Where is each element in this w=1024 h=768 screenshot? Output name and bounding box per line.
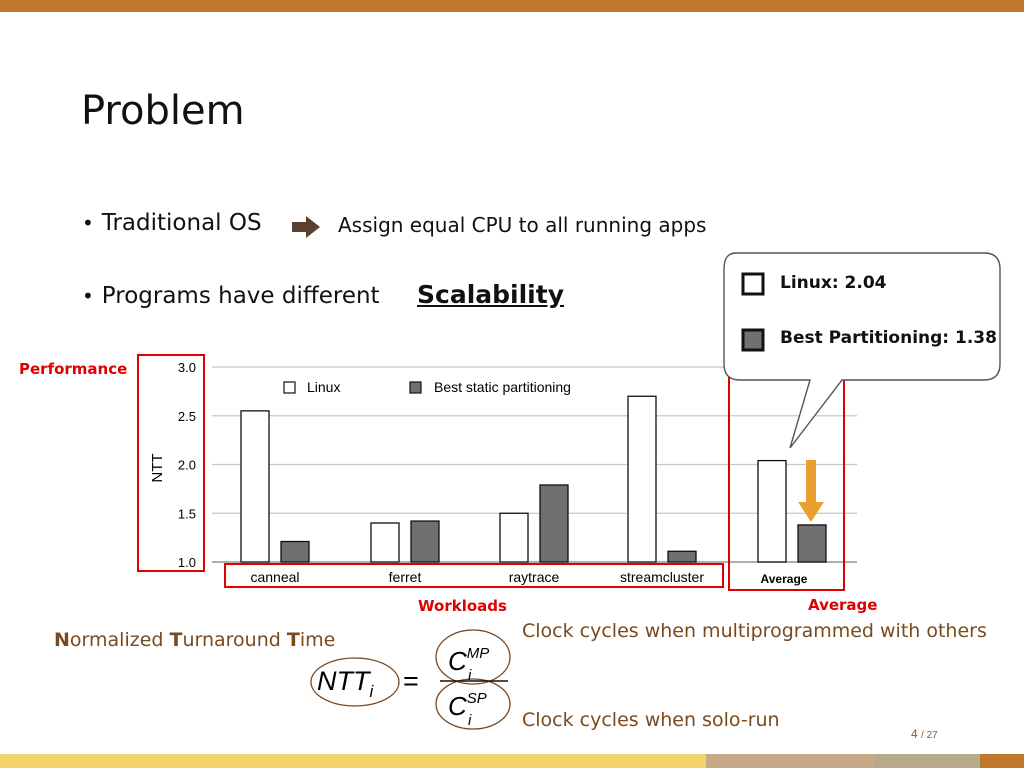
y-tick-label: 2.0 [178,458,196,473]
legend-label-best: Best static partitioning [434,379,571,395]
x-tick-label: ferret [389,569,422,585]
x-tick-label: canneal [250,569,299,585]
chart-legend: Linux Best static partitioning [283,379,571,395]
legend-swatch-best [409,381,422,394]
y-tick-label: 1.5 [178,506,196,521]
workloads-label: Workloads [418,597,507,615]
bullet-dot: • [82,211,94,235]
bar-best-partitioning-raytrace [539,484,569,563]
formula-denominator: CSP [448,690,487,721]
bar-best-partitioning-ferret [410,520,440,563]
bar-linux-average [757,459,787,563]
formula-denominator-sub: i [468,712,472,729]
bullet-text: Traditional OS [101,210,262,236]
bar-best-partitioning-streamcluster [667,550,697,563]
ntt-bar-chart: 1.0 1.5 2.0 2.5 3.0 NTT canneal ferret raytrac… [137,354,857,591]
y-tick-label: 2.5 [178,409,196,424]
ntt-word-rest: urnaround [182,629,287,651]
bar-linux-canneal [240,410,270,563]
bullet-programs: • Programs have different [82,283,380,309]
ntt-letter-t: T [286,629,300,651]
bar-linux-raytrace [499,512,529,563]
chart-grid [212,366,857,563]
ntt-word-rest: ime [299,629,336,651]
legend-label-linux: Linux [307,379,340,395]
formula-highlight-ellipse [435,629,511,685]
y-tick-label: 3.0 [178,360,196,375]
x-tick-label: raytrace [509,569,560,585]
ntt-word-rest: ormalized [69,629,170,651]
x-tick-label: streamcluster [620,569,704,585]
x-tick-label: Average [761,572,808,586]
callout-swatch-best [741,328,765,352]
slide-title: Problem [81,88,245,134]
x-tick-labels: canneal ferret raytrace streamcluster Averag… [250,569,807,586]
bar-linux-ferret [370,522,400,563]
ntt-formula: NTTi = CMP i CSP i [310,629,511,730]
page-number: 4 / 27 [911,727,938,741]
callout-best-value: Best Partitioning: 1.38 [780,328,997,348]
formula-lhs: NTTi [317,666,374,701]
bullet-result: Assign equal CPU to all running apps [338,213,707,237]
performance-label: Performance [19,360,128,378]
page-current: 4 [911,727,918,741]
ntt-letter-t: T [169,629,183,651]
formula-numerator-sub: i [468,667,472,684]
chart-bars [240,395,827,563]
callout-linux-value: Linux: 2.04 [780,273,887,293]
top-accent-bar [0,0,1024,12]
bullet-dot: • [82,284,94,308]
callout-bubble [723,252,1001,449]
page-total: / 27 [921,730,938,741]
bullet-traditional-os: • Traditional OS [82,210,262,236]
bottom-accent-bar [0,754,1024,768]
ntt-letter-n: N [54,629,70,651]
formula-equals: = [403,666,419,696]
formula-numerator: CMP [448,645,489,676]
legend-swatch-linux [283,381,296,394]
bar-best-partitioning-average [797,524,827,563]
bar-linux-streamcluster [627,395,657,563]
bullet-text: Programs have different [101,283,380,309]
y-tick-labels: 1.0 1.5 2.0 2.5 3.0 [178,360,196,570]
bar-best-partitioning-canneal [280,540,310,563]
performance-highlight-box [137,354,205,572]
formula-highlight-ellipse [310,657,400,707]
y-tick-label: 1.0 [178,555,196,570]
formula-highlight-ellipse [435,678,511,730]
y-axis-label: NTT [149,453,166,482]
ntt-definition: Normalized Turnaround Time [54,629,335,651]
note-multiprogrammed: Clock cycles when multiprogrammed with o… [522,620,987,642]
note-solo-run: Clock cycles when solo-run [522,709,780,731]
decrease-arrow-icon [798,460,824,522]
average-label: Average [808,596,878,614]
scalability-emphasis: Scalability [417,280,564,309]
workloads-highlight-box [224,563,724,588]
callout-swatch-linux [741,272,765,296]
right-arrow-icon [292,216,320,238]
